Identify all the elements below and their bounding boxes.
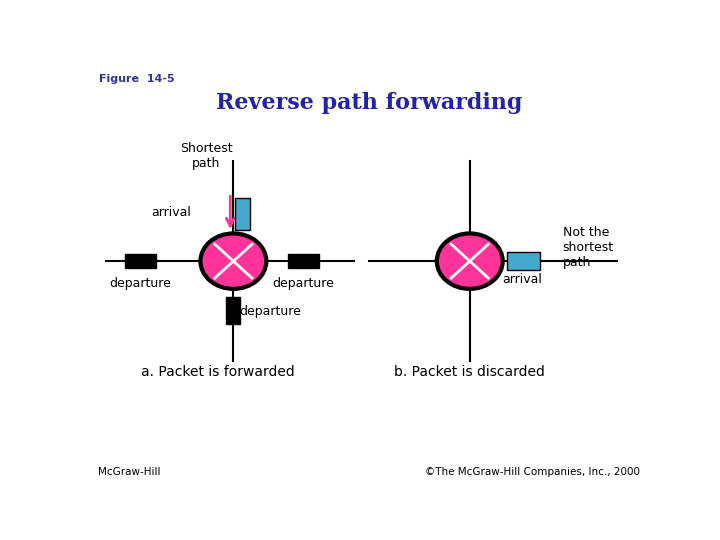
Text: departure: departure — [272, 276, 334, 289]
Text: departure: departure — [109, 276, 171, 289]
Text: Not the
shortest
path: Not the shortest path — [563, 226, 614, 269]
Ellipse shape — [437, 233, 503, 289]
Bar — [125, 254, 156, 268]
Text: a. Packet is forwarded: a. Packet is forwarded — [141, 365, 294, 379]
Text: Reverse path forwarding: Reverse path forwarding — [216, 92, 522, 114]
Text: arrival: arrival — [503, 273, 542, 286]
Text: arrival: arrival — [151, 206, 191, 219]
Bar — [226, 298, 240, 325]
Bar — [507, 252, 539, 271]
Ellipse shape — [200, 233, 266, 289]
Text: Figure  14-5: Figure 14-5 — [99, 74, 175, 84]
Text: McGraw-Hill: McGraw-Hill — [98, 467, 161, 477]
Text: b. Packet is discarded: b. Packet is discarded — [395, 365, 545, 379]
Bar — [235, 198, 251, 231]
Text: Shortest
path: Shortest path — [180, 142, 233, 170]
Bar — [287, 254, 319, 268]
Text: ©The McGraw-Hill Companies, Inc., 2000: ©The McGraw-Hill Companies, Inc., 2000 — [426, 467, 640, 477]
Text: departure: departure — [240, 306, 302, 319]
